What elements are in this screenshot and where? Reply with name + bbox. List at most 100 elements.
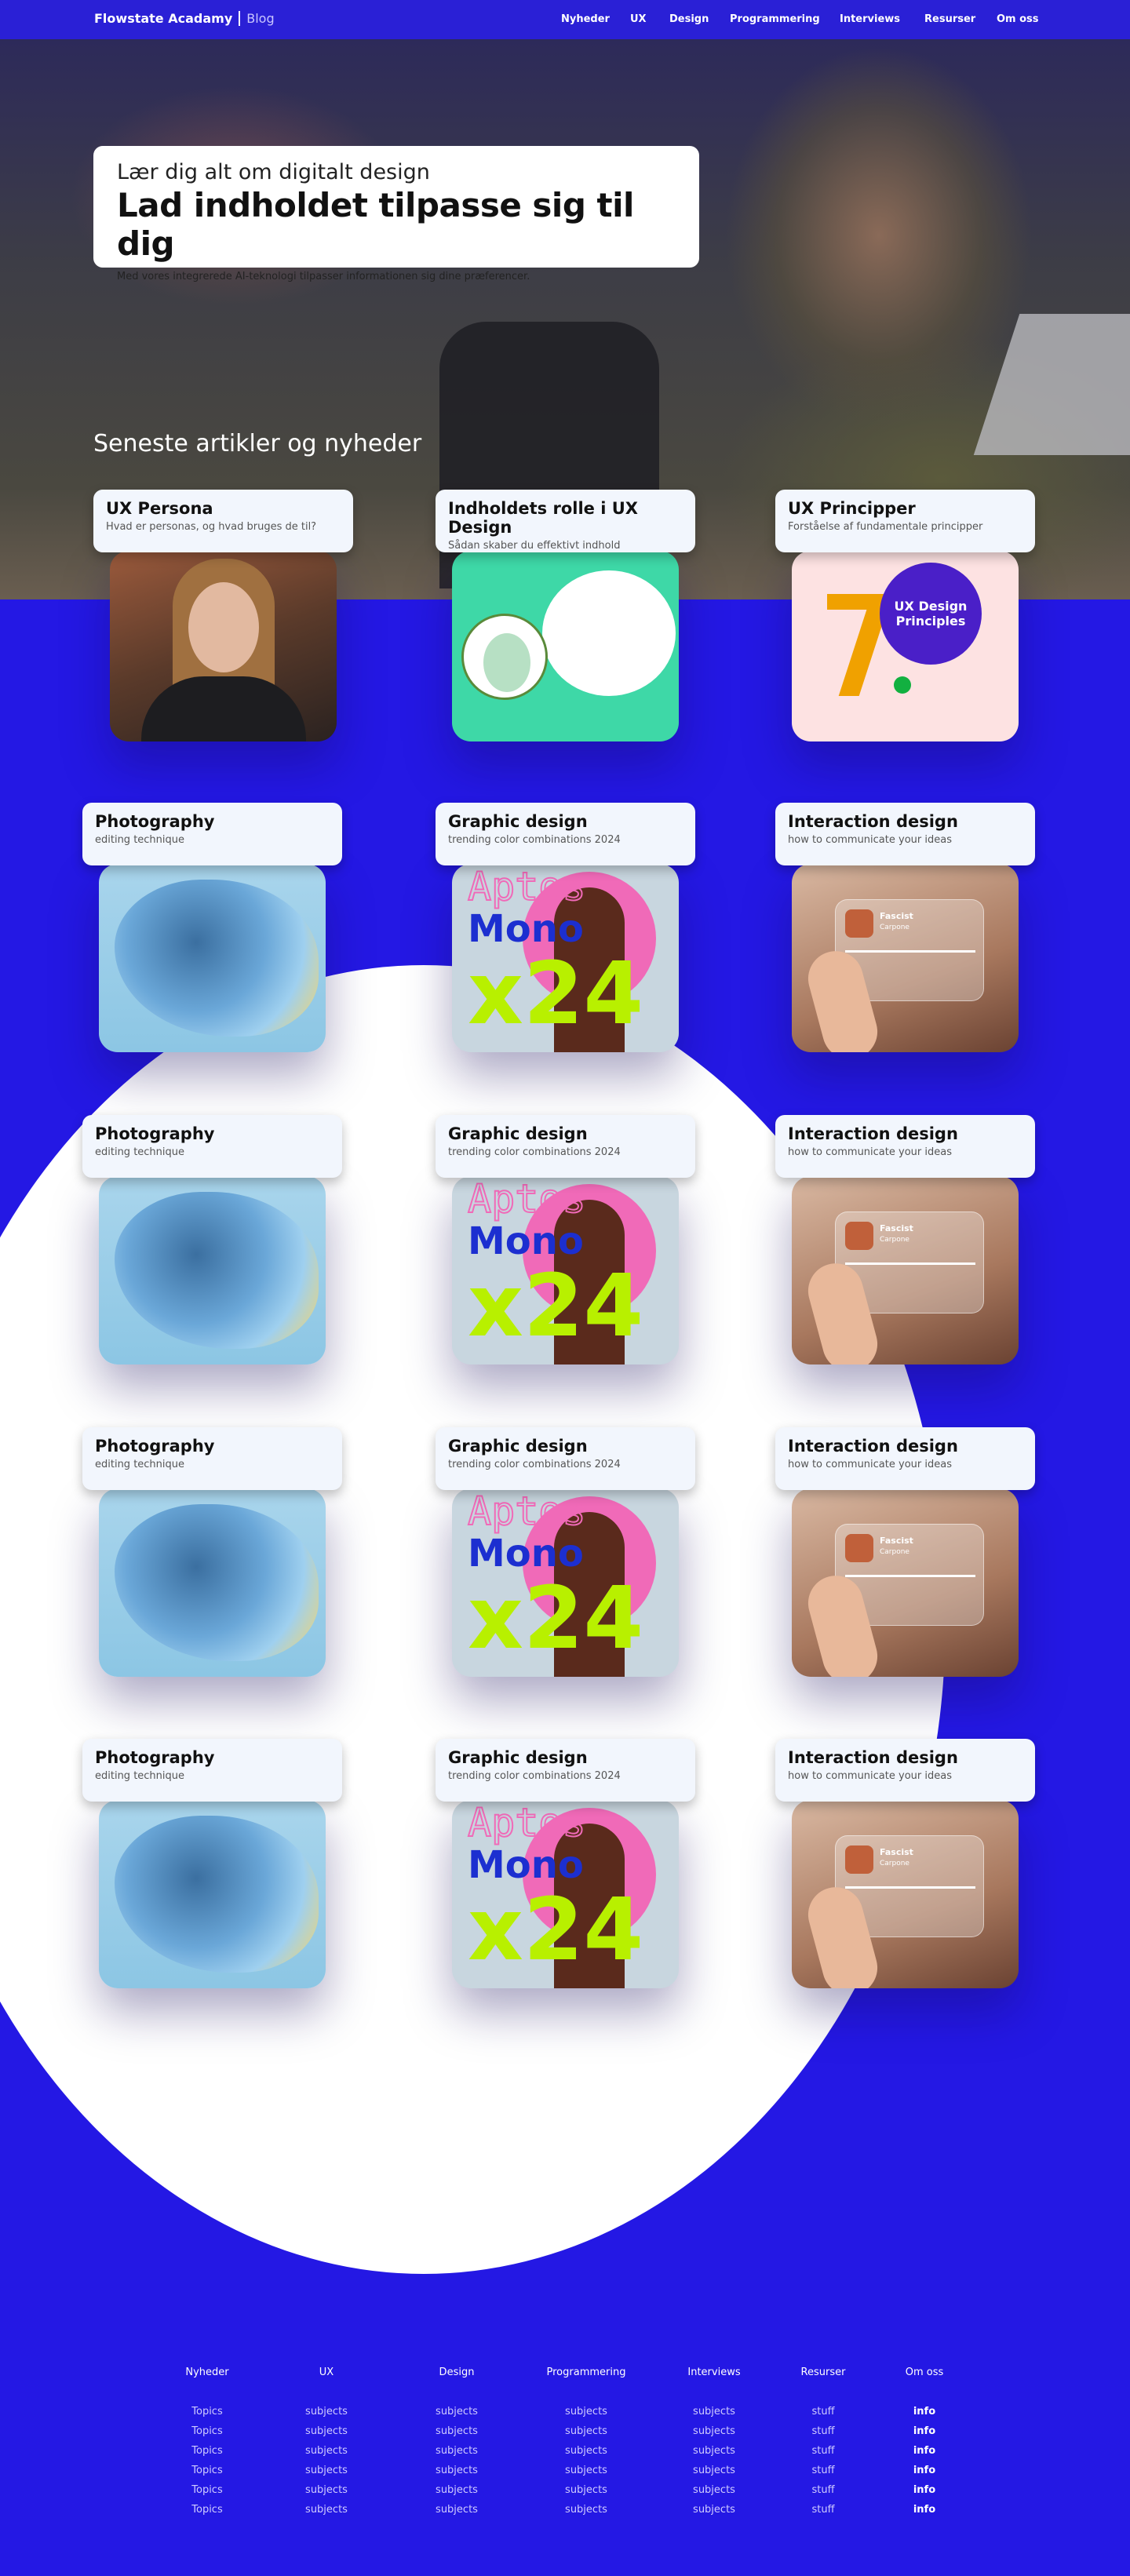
footer-link[interactable]: subjects — [565, 2425, 607, 2437]
footer-link[interactable]: subjects — [305, 2484, 348, 2496]
footer-link[interactable]: subjects — [565, 2484, 607, 2496]
footer-link[interactable]: info — [913, 2406, 936, 2418]
card-image[interactable] — [99, 1488, 326, 1677]
logo[interactable]: Flowstate Acadamy Blog — [94, 11, 275, 26]
footer-link[interactable]: subjects — [305, 2504, 348, 2516]
footer-link[interactable]: subjects — [436, 2504, 478, 2516]
logo-text[interactable]: Flowstate Acadamy — [94, 11, 233, 26]
card-header[interactable]: Indholdets rolle i UX Design Sådan skaber… — [436, 490, 695, 552]
footer-link[interactable]: subjects — [436, 2445, 478, 2457]
nav-link[interactable]: Interviews — [840, 13, 901, 25]
card-image[interactable]: Aptos Mono x24 — [452, 864, 679, 1052]
card-header[interactable]: Graphic design trending color combination… — [436, 1739, 695, 1802]
nav-link[interactable]: Om oss — [997, 13, 1039, 25]
card-header[interactable]: Graphic design trending color combination… — [436, 1115, 695, 1178]
footer-heading[interactable]: UX — [319, 2366, 334, 2378]
footer-heading[interactable]: Om oss — [905, 2366, 944, 2378]
card-image[interactable]: UX Design Principles — [792, 551, 1019, 741]
footer-link[interactable]: subjects — [693, 2406, 735, 2418]
card-header[interactable]: Photography editing technique — [82, 803, 342, 865]
card-image[interactable]: Aptos Mono x24 — [452, 1800, 679, 1988]
card-title: UX Persona — [106, 499, 213, 518]
blog-label[interactable]: Blog — [239, 11, 275, 26]
card-header[interactable]: Interaction design how to communicate you… — [775, 803, 1035, 865]
card-header[interactable]: Photography editing technique — [82, 1427, 342, 1490]
footer-link[interactable]: info — [913, 2445, 936, 2457]
footer-link[interactable]: stuff — [811, 2406, 835, 2418]
card-header[interactable]: Photography editing technique — [82, 1115, 342, 1178]
card-header[interactable]: Interaction design how to communicate you… — [775, 1427, 1035, 1490]
nav-link[interactable]: Resurser — [924, 13, 976, 25]
footer-link[interactable]: subjects — [436, 2425, 478, 2437]
nav-link[interactable]: Programmering — [730, 13, 820, 25]
card-header[interactable]: Interaction design how to communicate you… — [775, 1739, 1035, 1802]
footer-link[interactable]: Topics — [191, 2465, 223, 2476]
footer-link[interactable]: subjects — [693, 2425, 735, 2437]
card-image[interactable] — [452, 551, 679, 741]
art-cover — [845, 909, 873, 938]
art-word: x24 — [468, 1255, 644, 1356]
art-word: Mono — [468, 1219, 584, 1263]
card-subtitle: how to communicate your ideas — [788, 834, 952, 846]
card-header[interactable]: Graphic design trending color combination… — [436, 803, 695, 865]
footer-link[interactable]: subjects — [305, 2465, 348, 2476]
footer-link[interactable]: Topics — [191, 2445, 223, 2457]
art-person — [554, 887, 625, 1052]
card-title: Photography — [95, 1748, 215, 1767]
nav-link[interactable]: UX — [630, 13, 647, 25]
footer-heading[interactable]: Design — [439, 2366, 475, 2378]
footer-link[interactable]: subjects — [693, 2484, 735, 2496]
footer-heading[interactable]: Programmering — [546, 2366, 626, 2378]
footer-link[interactable]: subjects — [305, 2425, 348, 2437]
art-dot — [894, 676, 911, 694]
card-image[interactable] — [99, 1800, 326, 1988]
card-image[interactable]: Fascist Carpone — [792, 1176, 1019, 1365]
footer-link[interactable]: subjects — [693, 2465, 735, 2476]
art-person — [554, 1824, 625, 1988]
footer-heading[interactable]: Nyheder — [185, 2366, 229, 2378]
footer-link[interactable]: info — [913, 2504, 936, 2516]
footer-link[interactable]: Topics — [191, 2406, 223, 2418]
card-image[interactable]: Aptos Mono x24 — [452, 1176, 679, 1365]
footer-link[interactable]: subjects — [305, 2406, 348, 2418]
card-header[interactable]: UX Persona Hvad er personas, og hvad brug… — [93, 490, 353, 552]
footer-link[interactable]: stuff — [811, 2504, 835, 2516]
footer-link[interactable]: subjects — [565, 2465, 607, 2476]
footer-link[interactable]: subjects — [436, 2406, 478, 2418]
footer-link[interactable]: subjects — [693, 2445, 735, 2457]
footer-link[interactable]: subjects — [436, 2484, 478, 2496]
footer-link[interactable]: subjects — [436, 2465, 478, 2476]
footer-link[interactable]: subjects — [565, 2504, 607, 2516]
card-image[interactable]: Fascist Carpone — [792, 1488, 1019, 1677]
footer-link[interactable]: info — [913, 2465, 936, 2476]
art-fabric — [115, 1192, 319, 1349]
card-image[interactable] — [99, 864, 326, 1052]
footer-link[interactable]: stuff — [811, 2445, 835, 2457]
card-header[interactable]: Photography editing technique — [82, 1739, 342, 1802]
footer-link[interactable]: Topics — [191, 2425, 223, 2437]
footer-link[interactable]: stuff — [811, 2425, 835, 2437]
footer-link[interactable]: info — [913, 2484, 936, 2496]
card-header[interactable]: UX Principper Forståelse af fundamentale … — [775, 490, 1035, 552]
footer-link[interactable]: subjects — [305, 2445, 348, 2457]
card-image[interactable] — [99, 1176, 326, 1365]
card-image[interactable] — [110, 551, 337, 741]
footer-link[interactable]: Topics — [191, 2484, 223, 2496]
footer-link[interactable]: subjects — [565, 2445, 607, 2457]
footer-link[interactable]: stuff — [811, 2465, 835, 2476]
footer-heading[interactable]: Resurser — [800, 2366, 846, 2378]
footer-link[interactable]: Topics — [191, 2504, 223, 2516]
card-image[interactable]: Fascist Carpone — [792, 864, 1019, 1052]
footer-link[interactable]: subjects — [565, 2406, 607, 2418]
card-header[interactable]: Interaction design how to communicate you… — [775, 1115, 1035, 1178]
footer-link[interactable]: stuff — [811, 2484, 835, 2496]
footer-link[interactable]: subjects — [693, 2504, 735, 2516]
nav-link[interactable]: Nyheder — [561, 13, 610, 25]
card-image[interactable]: Fascist Carpone — [792, 1800, 1019, 1988]
art-cover — [845, 1845, 873, 1874]
footer-heading[interactable]: Interviews — [687, 2366, 741, 2378]
card-header[interactable]: Graphic design trending color combination… — [436, 1427, 695, 1490]
footer-link[interactable]: info — [913, 2425, 936, 2437]
nav-link[interactable]: Design — [669, 13, 709, 25]
card-image[interactable]: Aptos Mono x24 — [452, 1488, 679, 1677]
